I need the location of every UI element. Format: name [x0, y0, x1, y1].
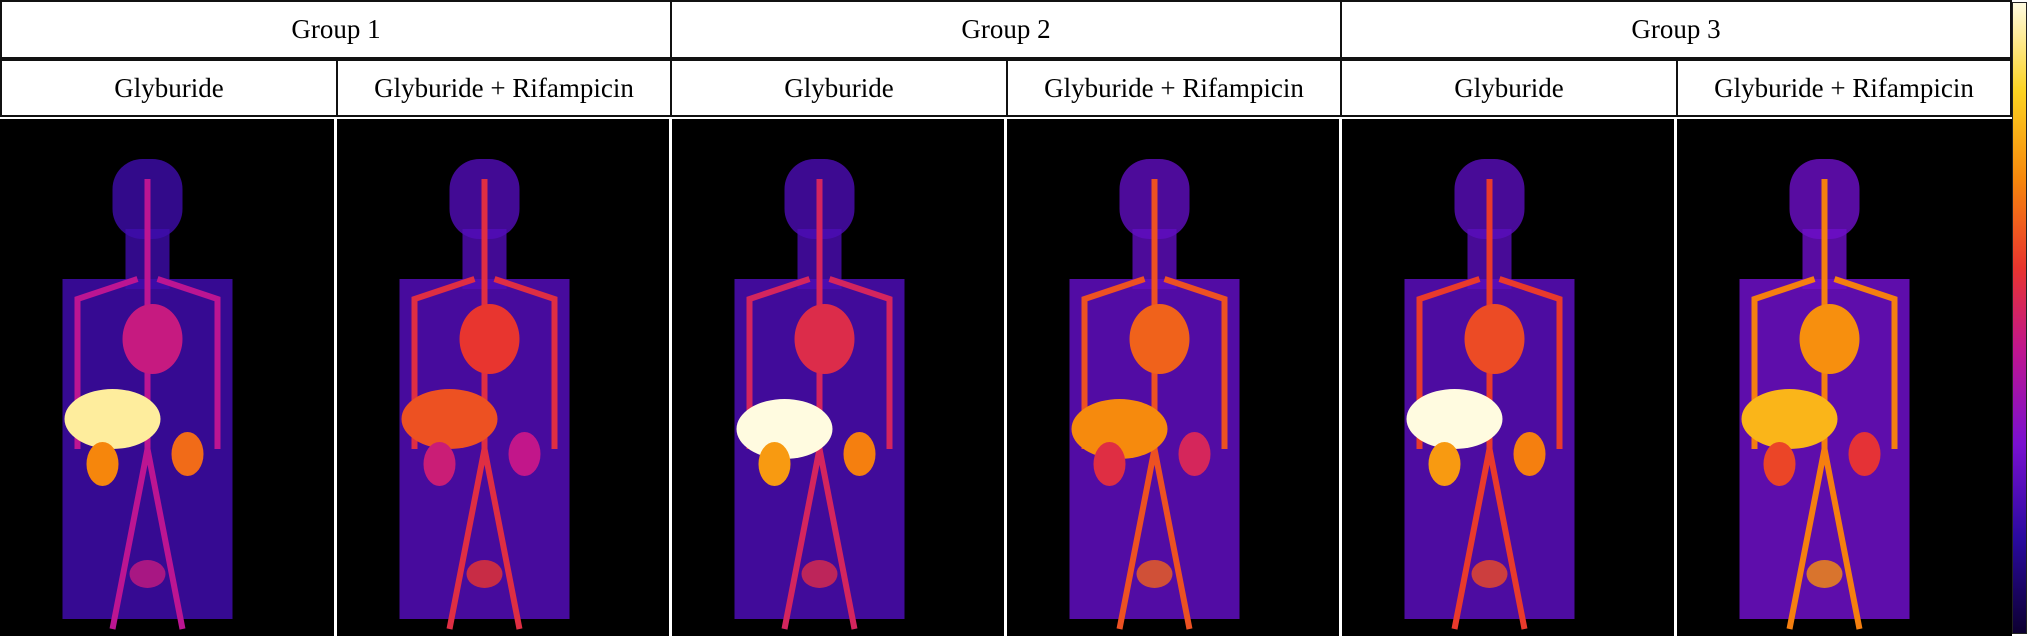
- panel-divider: [1674, 117, 1677, 636]
- liver: [1406, 389, 1503, 449]
- pet-image-2-1: [672, 119, 1007, 636]
- liver: [736, 399, 833, 459]
- bladder: [1136, 560, 1173, 588]
- g3-combo-header: Glyburide + Rifampicin: [1676, 59, 2012, 117]
- bladder: [129, 560, 166, 588]
- g3-glyburide-header: Glyburide: [1340, 59, 1678, 117]
- heart: [1129, 304, 1190, 374]
- group-2-header: Group 2: [670, 0, 1342, 59]
- kidney-left: [86, 442, 119, 486]
- liver: [1741, 389, 1838, 449]
- bladder: [1806, 560, 1843, 588]
- liver: [1071, 399, 1168, 459]
- panel-divider: [669, 117, 672, 636]
- panel-divider: [1004, 117, 1007, 636]
- pet-image-3-1: [1342, 119, 1677, 636]
- pet-image-2-2: [1007, 119, 1342, 636]
- kidney-right: [1513, 432, 1546, 476]
- kidney-left: [1763, 442, 1796, 486]
- kidney-right: [508, 432, 541, 476]
- kidney-right: [171, 432, 204, 476]
- liver: [64, 389, 161, 449]
- bladder: [466, 560, 503, 588]
- kidney-left: [758, 442, 791, 486]
- heart: [794, 304, 855, 374]
- kidney-left: [1093, 442, 1126, 486]
- group-3-header: Group 3: [1340, 0, 2012, 59]
- heart: [459, 304, 520, 374]
- bladder: [1471, 560, 1508, 588]
- group-1-header: Group 1: [0, 0, 672, 59]
- pet-image-1-1: [0, 119, 335, 636]
- bladder: [801, 560, 838, 588]
- g2-glyburide-header: Glyburide: [670, 59, 1008, 117]
- kidney-right: [843, 432, 876, 476]
- g1-glyburide-header: Glyburide: [0, 59, 338, 117]
- heart: [1799, 304, 1860, 374]
- pet-image-1-2: [337, 119, 672, 636]
- liver: [401, 389, 498, 449]
- heart: [1464, 304, 1525, 374]
- kidney-left: [1428, 442, 1461, 486]
- g2-combo-header: Glyburide + Rifampicin: [1006, 59, 1342, 117]
- panel-divider: [1339, 117, 1342, 636]
- kidney-left: [423, 442, 456, 486]
- panel-divider: [334, 117, 337, 636]
- g1-combo-header: Glyburide + Rifampicin: [336, 59, 672, 117]
- pet-image-3-2: [1677, 119, 2012, 636]
- heart: [122, 304, 183, 374]
- colorbar: [2012, 2, 2027, 634]
- kidney-right: [1848, 432, 1881, 476]
- kidney-right: [1178, 432, 1211, 476]
